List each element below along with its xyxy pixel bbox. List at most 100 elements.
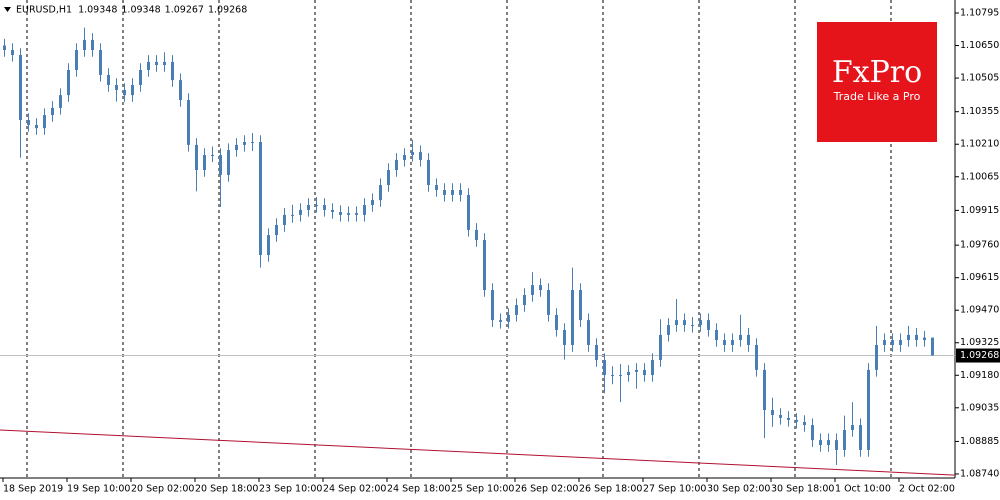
candle-body: [139, 69, 142, 86]
y-tick-label: 1.09325: [960, 337, 999, 348]
candle-body: [339, 211, 342, 215]
candle-body: [131, 85, 134, 96]
candle-body: [763, 369, 766, 411]
candle-body: [11, 50, 14, 55]
candle-body: [587, 320, 590, 345]
candle-body: [395, 159, 398, 171]
y-tick-label: 1.10065: [960, 171, 999, 182]
candle-body: [859, 425, 862, 450]
candle-body: [595, 344, 598, 361]
candle-body: [803, 421, 806, 426]
candle-body: [347, 213, 350, 215]
candle-body: [435, 185, 438, 190]
candle-body: [67, 69, 70, 96]
candle-body: [611, 375, 614, 377]
candle-body: [211, 154, 214, 156]
x-tick-label: 24 Sep 02:00: [323, 484, 386, 495]
x-tick-label: 18 Sep 2019: [3, 484, 63, 495]
last-price-box: [956, 348, 1000, 363]
y-tick-label: 1.08885: [960, 436, 999, 447]
candle-body: [691, 325, 694, 327]
y-tick-label: 1.09180: [960, 370, 999, 381]
x-tick-label: 20 Sep 18:00: [195, 484, 258, 495]
day-separators: [26, 0, 892, 478]
candle-body: [635, 369, 638, 372]
candle-body: [683, 320, 686, 326]
header-value: 1.09267: [165, 5, 204, 16]
x-tick-label: 24 Sep 18:00: [387, 484, 450, 495]
candle-body: [627, 371, 630, 376]
candle-body: [427, 159, 430, 186]
candle-body: [819, 440, 822, 446]
candle-body: [883, 340, 886, 345]
candle-body: [475, 229, 478, 241]
candle-body: [291, 214, 294, 216]
y-tick-label: 1.10795: [960, 8, 999, 19]
candle-body: [43, 115, 46, 129]
candle-body: [315, 205, 318, 207]
candle-body: [387, 170, 390, 186]
candle-body: [891, 340, 894, 345]
x-tick-label: 2 Oct 02:00: [899, 484, 955, 495]
candle-body: [699, 320, 702, 326]
y-tick-label: 1.09615: [960, 272, 999, 283]
candle-body: [675, 320, 678, 326]
candle-body: [899, 340, 902, 345]
candle-body: [787, 417, 790, 420]
candle-body: [147, 61, 150, 70]
y-tick-label: 1.09470: [960, 305, 999, 316]
x-tick-label: 19 Sep 10:00: [67, 484, 130, 495]
candle-body: [51, 107, 54, 116]
x-tick-label: 30 Sep 02:00: [707, 484, 770, 495]
menu-arrow[interactable]: [4, 7, 11, 12]
candle-body: [563, 329, 566, 345]
candle-body: [251, 141, 254, 143]
candle-body: [379, 185, 382, 201]
y-tick-label: 1.10355: [960, 106, 999, 117]
candle-body: [283, 214, 286, 225]
candle-body: [299, 209, 302, 215]
candle-body: [659, 334, 662, 361]
candle-body: [827, 440, 830, 446]
candle-body: [915, 334, 918, 341]
logo-name: FxPro: [832, 55, 922, 90]
trend-line: [0, 429, 956, 476]
x-tick-label: 30 Sep 18:00: [771, 484, 834, 495]
header-value: 1.09348: [78, 5, 117, 16]
candle-body: [267, 235, 270, 256]
candle-body: [459, 189, 462, 195]
candle-body: [555, 314, 558, 330]
x-tick-label: 20 Sep 02:00: [131, 484, 194, 495]
candle-body: [867, 369, 870, 450]
candle-body: [443, 189, 446, 195]
candle-body: [403, 154, 406, 160]
candle-body: [643, 369, 646, 376]
candle-body: [907, 334, 910, 341]
y-tick-label: 1.10505: [960, 73, 999, 84]
candle-body: [795, 419, 798, 422]
candle-body: [275, 224, 278, 236]
candle-body: [811, 425, 814, 441]
candle-body: [363, 205, 366, 215]
candle-body: [123, 89, 126, 96]
y-tick-label: 1.09035: [960, 402, 999, 413]
candle-body: [83, 39, 86, 51]
candle-body: [779, 414, 782, 418]
header-title: EURUSD,H1: [16, 5, 72, 16]
candle-body: [195, 144, 198, 171]
candle-body: [571, 290, 574, 345]
candle-body: [187, 100, 190, 145]
candle-body: [19, 54, 22, 121]
x-tick-label: 23 Sep 10:00: [259, 484, 322, 495]
candle-body: [259, 141, 262, 256]
candle-body: [155, 61, 158, 66]
candle-body: [179, 80, 182, 101]
candle-body: [771, 410, 774, 415]
candle-body: [851, 425, 854, 430]
candle-body: [875, 344, 878, 370]
candle-body: [715, 329, 718, 341]
candle-body: [731, 340, 734, 345]
x-tick-label: 26 Sep 02:00: [515, 484, 578, 495]
x-tick-label: 25 Sep 10:00: [451, 484, 514, 495]
y-tick-label: 1.10650: [960, 40, 999, 51]
